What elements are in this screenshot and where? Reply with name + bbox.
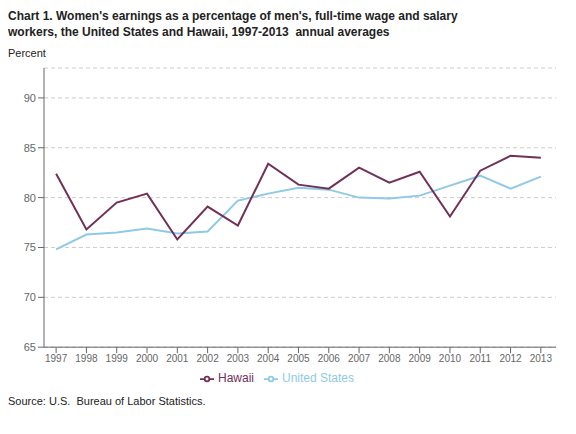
html-text:Percent: Percent [8, 47, 46, 59]
svg-text:2013: 2013 [530, 353, 553, 364]
svg-text:2007: 2007 [348, 353, 371, 364]
svg-text:75: 75 [24, 241, 36, 253]
svg-text:70: 70 [24, 291, 36, 303]
svg-text:2011: 2011 [470, 353, 492, 364]
svg-text:2006: 2006 [318, 353, 341, 364]
html-text:workers, the United States and: workers, the United States and Hawaii, 1… [8, 25, 390, 39]
svg-text:2002: 2002 [196, 353, 219, 364]
html-text:United States: United States [282, 371, 354, 386]
svg-text:2004: 2004 [257, 353, 280, 364]
svg-text:2003: 2003 [227, 353, 250, 364]
svg-text:90: 90 [24, 92, 36, 104]
svg-text:2010: 2010 [439, 353, 462, 364]
html-text:Source: U.S. Bureau of Labor S: Source: U.S. Bureau of Labor Statistics. [8, 395, 206, 407]
svg-text:2008: 2008 [378, 353, 401, 364]
svg-text:80: 80 [24, 192, 36, 204]
svg-text:1998: 1998 [75, 353, 98, 364]
svg-text:2009: 2009 [409, 353, 432, 364]
svg-text:65: 65 [24, 341, 36, 353]
svg-text:85: 85 [24, 142, 36, 154]
svg-text:2005: 2005 [287, 353, 310, 364]
svg-text:1997: 1997 [45, 353, 68, 364]
svg-text:2001: 2001 [166, 353, 189, 364]
html-text:Chart 1. Women's earnings as a: Chart 1. Women's earnings as a percentag… [8, 9, 458, 23]
svg-text:1999: 1999 [106, 353, 129, 364]
html-text:Hawaii: Hawaii [218, 371, 254, 386]
svg-text:2000: 2000 [136, 353, 159, 364]
svg-text:2012: 2012 [499, 353, 522, 364]
